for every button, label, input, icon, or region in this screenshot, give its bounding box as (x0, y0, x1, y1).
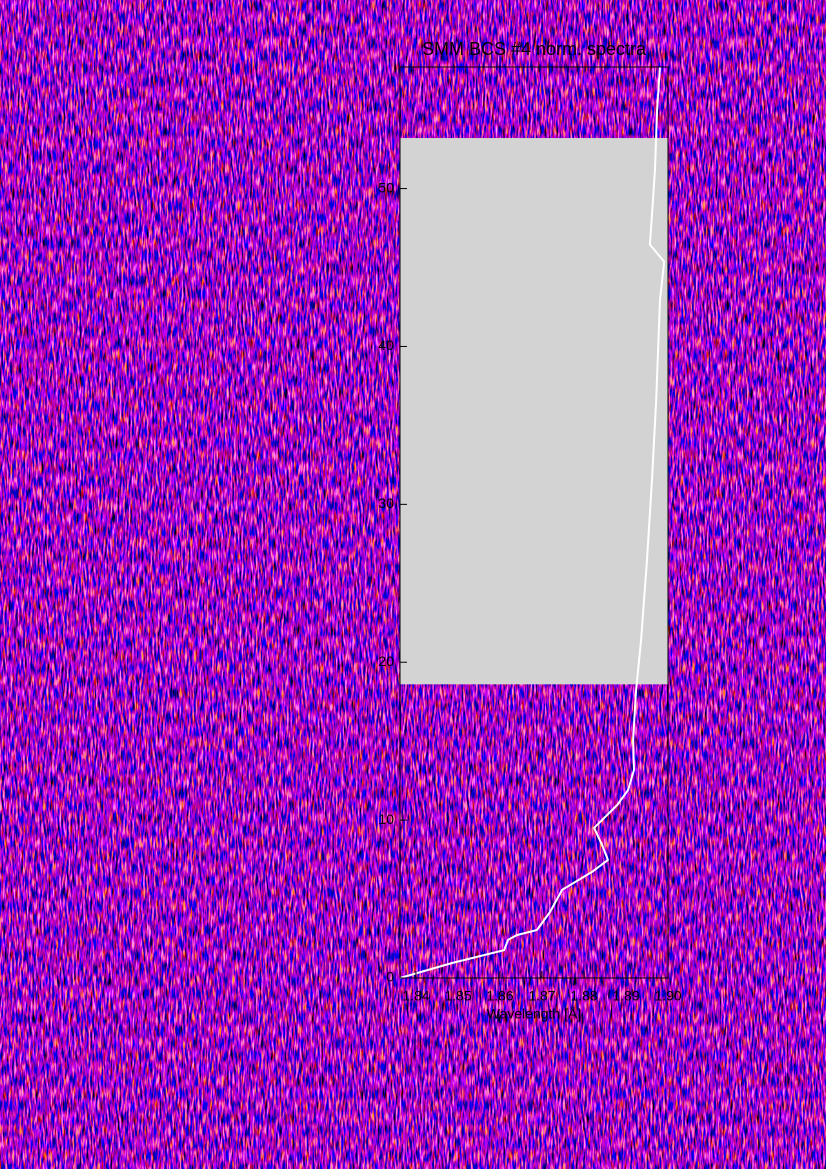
panel-title: SMM BCS #4 norm. spectra (422, 39, 647, 59)
y-tick-label: 20 (378, 653, 394, 669)
light-curve (399, 66, 666, 979)
data-gap (400, 138, 668, 685)
y-tick-label: 30 (378, 495, 394, 511)
y-tick-label: 0 (386, 969, 394, 985)
plot-frame (104, 66, 374, 979)
panel-title: SMM BCS #1 norm. spectra (127, 39, 352, 59)
x-tick-label: 1.89 (612, 988, 639, 1004)
y-tick-label: 40 (378, 337, 394, 353)
y-tick-label: 10 (83, 811, 99, 827)
data-gap (105, 138, 373, 685)
footer: SOL_1989_Feb_08_15_11_58 (209, 1067, 537, 1094)
x-axis-label: Wavelength [Å] (487, 1006, 581, 1022)
y-tick-label: 50 (83, 179, 99, 195)
x-tick-label: 3.18 (173, 988, 200, 1004)
header-label: B₂ (575, 0, 588, 10)
y-tick-label: 50 (378, 179, 394, 195)
header-label: B₁ (539, 0, 551, 10)
y-tick-label: 0 (91, 969, 99, 985)
x-tick-label: 1.90 (654, 988, 681, 1004)
x-axis-label: Wavelength [Å] (192, 1006, 286, 1022)
x-tick-label: 1.85 (444, 988, 471, 1004)
x-tick-label: 3.20 (242, 988, 269, 1004)
x-tick-label: 1.87 (528, 988, 555, 1004)
x-tick-label: 3.16 (105, 988, 132, 1004)
y-tick-label: 30 (83, 495, 99, 511)
y-tick-label: 10 (378, 811, 394, 827)
x-tick-label: 3.22 (310, 988, 337, 1004)
y-tick-label: 20 (83, 653, 99, 669)
plot-frame (399, 66, 669, 979)
x-tick-label: 1.86 (486, 988, 513, 1004)
x-tick-label: 1.84 (402, 988, 429, 1004)
y-tick-label: 40 (83, 337, 99, 353)
light-curve (104, 66, 373, 979)
x-tick-label: 1.88 (570, 988, 597, 1004)
